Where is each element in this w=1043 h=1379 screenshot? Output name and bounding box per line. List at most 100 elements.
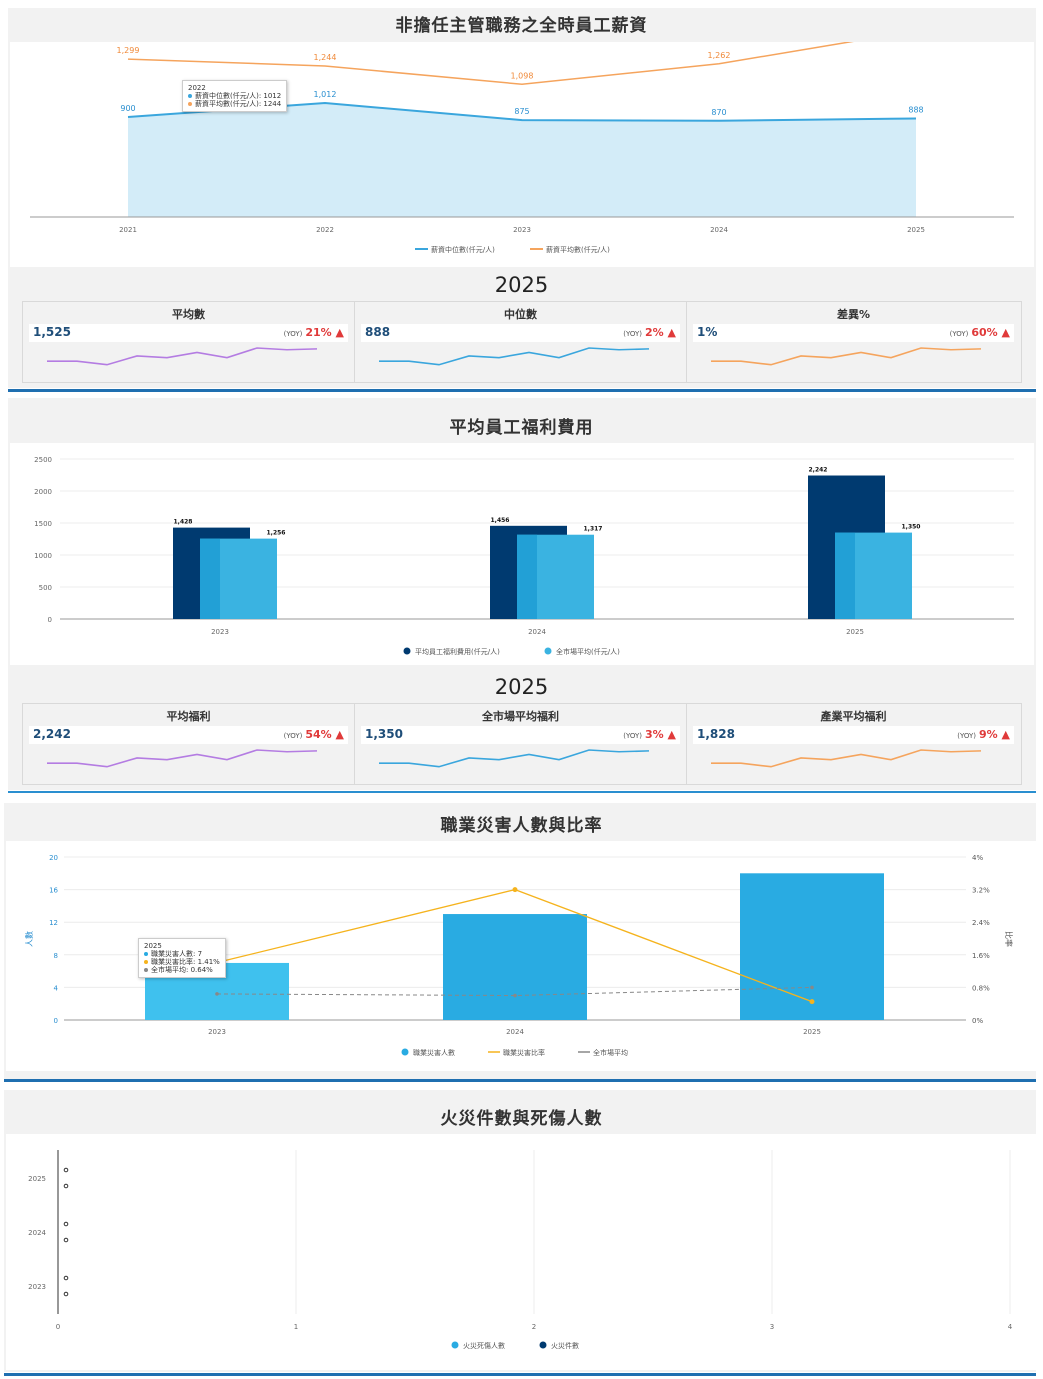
welfare-chart-title: 平均員工福利費用 <box>449 418 594 438</box>
kpi-yoy: (YOY) 21% ▲ <box>284 326 344 339</box>
legend-swatch <box>539 1341 547 1349</box>
fire-chart: 0 1 2 3 4 2025 2024 2023 火災死傷人數 火災件數 <box>28 1150 1013 1350</box>
x-tick-label: 2021 <box>119 226 137 234</box>
x-tick-label: 2024 <box>528 628 546 636</box>
y-tick-label: 20 <box>49 854 58 862</box>
median-data-label: 900 <box>120 104 135 113</box>
tooltip-year: 2022 <box>188 84 206 92</box>
sparkline-path <box>47 749 318 768</box>
sparkline-path <box>711 749 982 768</box>
tooltip-count: 職業災害人數: 7 <box>151 950 203 958</box>
fire-chart-panel: 0 1 2 3 4 2025 2024 2023 火災死傷人數 火災件數 <box>6 1134 1036 1370</box>
x-tick-label: 2025 <box>907 226 925 234</box>
y-tick-label: 4 <box>54 984 59 992</box>
y-tick-label: 1000 <box>34 552 52 560</box>
kpi-value-row: 1,350 (YOY) 3% ▲ <box>361 726 680 744</box>
kpi-card-average[interactable]: 平均數 1,525 (YOY) 21% ▲ <box>23 302 355 382</box>
y-tick-label: 2500 <box>34 456 52 464</box>
average-data-label: 1,098 <box>511 71 534 80</box>
sparkline <box>711 347 982 366</box>
salary-chart-panel: 9001,0128758708881,2991,2441,0981,2621,5… <box>10 18 1034 267</box>
bar-data-label: 1,256 <box>267 530 286 537</box>
y-tick-label: 12 <box>49 919 58 927</box>
kpi-value-row: 1% (YOY) 60% ▲ <box>693 324 1014 342</box>
sparkline-path <box>711 347 982 366</box>
yoy-tag: (YOY) <box>283 732 303 740</box>
sparkline <box>379 347 650 366</box>
median-data-label: 888 <box>908 106 923 115</box>
kpi-card-industry-welfare[interactable]: 產業平均福利 1,828 (YOY) 9% ▲ <box>687 704 1020 784</box>
median-area <box>128 103 916 217</box>
salary-chart: 9001,0128758708881,2991,2441,0981,2621,5… <box>30 18 1014 254</box>
bar-data-label: 1,317 <box>584 526 603 533</box>
yoy-value: 21% ▲ <box>305 326 344 339</box>
bar-data-label: 1,456 <box>491 517 510 524</box>
tooltip-average: 薪資平均數(仟元/人): 1244 <box>195 100 282 108</box>
kpi-label: 差異% <box>836 308 871 321</box>
sparkline-path <box>379 347 650 366</box>
injury-chart-title: 職業災害人數與比率 <box>440 816 603 836</box>
y-tick-label: 2025 <box>28 1175 46 1183</box>
welfare-kpi-year: 2025 <box>494 675 549 699</box>
kpi-card-avg-welfare[interactable]: 平均福利 2,242 (YOY) 54% ▲ <box>23 704 355 784</box>
x-tick-label: 2 <box>532 1323 536 1331</box>
section-divider <box>8 389 1036 392</box>
kpi-value: 1,350 <box>365 727 403 741</box>
kpi-value: 1,525 <box>33 325 71 339</box>
legend-label: 職業災害人數 <box>413 1048 455 1057</box>
y-tick-label: 500 <box>39 584 52 592</box>
kpi-card-median[interactable]: 中位數 888 (YOY) 2% ▲ <box>355 302 687 382</box>
kpi-value-row: 1,828 (YOY) 9% ▲ <box>693 726 1014 744</box>
kpi-value: 1% <box>697 325 718 339</box>
y-tick-label: 1500 <box>34 520 52 528</box>
sparkline <box>379 749 650 768</box>
sparkline <box>711 749 982 768</box>
yoy-tag: (YOY) <box>623 732 643 740</box>
kpi-value-row: 888 (YOY) 2% ▲ <box>361 324 680 342</box>
kpi-label: 中位數 <box>504 308 537 321</box>
x-tick-label: 2023 <box>208 1028 226 1036</box>
legend-label: 全市場平均(仟元/人) <box>556 647 620 656</box>
yoy-value: 60% ▲ <box>971 326 1010 339</box>
yoy-tag: (YOY) <box>283 330 303 338</box>
sparkline <box>47 347 318 366</box>
injury-count-bar <box>740 873 884 1020</box>
kpi-card-difference[interactable]: 差異% 1% (YOY) 60% ▲ <box>687 302 1020 382</box>
kpi-value: 2,242 <box>33 727 71 741</box>
fire-count-point <box>63 1183 69 1189</box>
yoy-tag: (YOY) <box>957 732 977 740</box>
section-divider <box>4 1079 1036 1082</box>
median-data-label: 870 <box>711 108 726 117</box>
section-divider <box>4 1373 1036 1376</box>
bar-data-label: 1,350 <box>902 524 921 531</box>
kpi-label: 全市場平均福利 <box>482 710 559 723</box>
y-tick-label: 16 <box>49 887 58 895</box>
kpi-yoy: (YOY) 54% ▲ <box>284 728 344 741</box>
legend-label: 平均員工福利費用(仟元/人) <box>415 647 500 656</box>
rate-point <box>512 887 518 893</box>
yoy-value: 54% ▲ <box>305 728 344 741</box>
market-bar-overlap <box>835 532 855 619</box>
y-tick-label: 0 <box>54 1017 58 1025</box>
legend-swatch <box>451 1341 459 1349</box>
x-tick-label: 2025 <box>846 628 864 636</box>
y2-axis-label: 比率 <box>1004 931 1014 947</box>
yoy-value: 3% ▲ <box>645 728 676 741</box>
fire-count-point <box>63 1291 69 1297</box>
kpi-yoy: (YOY) 2% ▲ <box>623 326 676 339</box>
kpi-value-row: 1,525 (YOY) 21% ▲ <box>29 324 348 342</box>
y-axis-label: 人數 <box>24 931 34 947</box>
average-data-label: 1,244 <box>314 53 337 62</box>
fire-chart-title: 火災件數與死傷人數 <box>440 1109 603 1129</box>
salary-chart-title: 非擔任主管職務之全時員工薪資 <box>395 16 648 36</box>
market-bar-overlap <box>200 538 220 619</box>
y2-tick-label: 3.2% <box>972 887 990 895</box>
kpi-value: 888 <box>365 325 391 339</box>
kpi-card-market-welfare[interactable]: 全市場平均福利 1,350 (YOY) 3% ▲ <box>355 704 687 784</box>
yoy-tag: (YOY) <box>623 330 643 338</box>
injury-tooltip: 2025 職業災害人數: 7 職業災害比率: 1.41% 全市場平均: 0.64… <box>138 938 226 978</box>
welfare-chart-panel: 0 500 1000 1500 2000 2500 1,428 1,256 2023 1,456 1… <box>10 443 1034 665</box>
kpi-label: 平均數 <box>172 308 205 321</box>
salary-kpi-row: 平均數 1,525 (YOY) 21% ▲ 中位數 888 (YOY) 2% ▲ 差… <box>22 301 1022 383</box>
welfare-kpi-row: 平均福利 2,242 (YOY) 54% ▲ 全市場平均福利 1,350 (YOY… <box>22 703 1022 785</box>
